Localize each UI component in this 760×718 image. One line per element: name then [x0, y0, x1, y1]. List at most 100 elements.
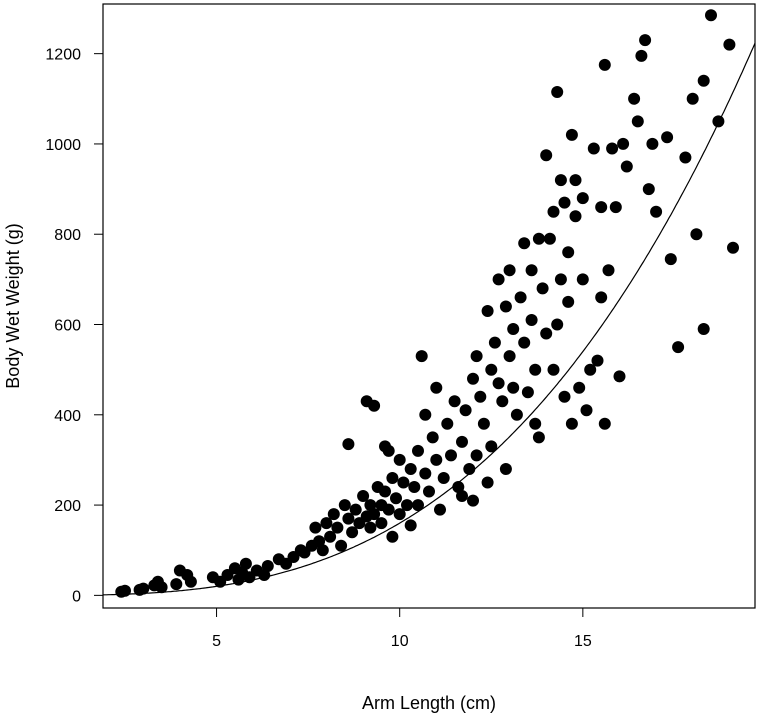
data-point-47	[368, 508, 381, 521]
data-point-155	[642, 183, 655, 196]
data-point-142	[595, 291, 608, 304]
data-point-72	[426, 431, 439, 444]
data-point-30	[316, 544, 329, 557]
data-point-17	[239, 557, 252, 570]
data-point-34	[331, 521, 344, 534]
data-point-149	[617, 137, 630, 150]
data-point-80	[452, 481, 465, 493]
data-point-56	[386, 472, 399, 484]
data-point-69	[419, 467, 432, 480]
fit-curve	[102, 42, 756, 596]
data-point-117	[540, 149, 553, 162]
y-tick-label-5: 1000	[45, 137, 81, 154]
data-point-131	[565, 417, 578, 430]
data-point-61	[397, 476, 410, 489]
y-tick-label-3: 600	[54, 318, 81, 335]
data-point-35	[335, 539, 348, 552]
data-point-119	[543, 232, 556, 245]
data-point-68	[415, 350, 428, 363]
data-point-10	[184, 575, 197, 588]
data-point-37	[342, 512, 355, 525]
data-point-162	[686, 92, 699, 105]
data-point-139	[587, 142, 600, 155]
data-point-163	[690, 228, 703, 241]
data-point-138	[584, 363, 597, 376]
data-point-127	[558, 390, 571, 403]
data-point-57	[386, 530, 399, 543]
data-point-147	[609, 201, 622, 214]
data-point-169	[727, 241, 739, 254]
data-point-161	[679, 151, 692, 164]
data-point-101	[503, 264, 516, 277]
data-point-62	[401, 499, 413, 512]
data-point-36	[338, 499, 351, 512]
data-point-104	[507, 323, 520, 335]
y-tick-label-1: 200	[54, 498, 81, 515]
x-tick-label-0: 5	[212, 633, 221, 650]
data-point-79	[448, 395, 461, 408]
data-point-40	[349, 503, 362, 516]
data-point-31	[320, 517, 333, 530]
data-point-3	[137, 582, 150, 595]
y-tick-label-0: 0	[72, 588, 81, 605]
data-point-122	[551, 86, 564, 98]
data-point-29	[313, 535, 326, 548]
data-point-124	[554, 174, 567, 187]
data-point-60	[393, 508, 406, 521]
data-point-32	[324, 530, 337, 543]
x-axis-title: Arm Length (cm)	[362, 693, 496, 713]
data-point-77	[441, 417, 454, 430]
data-point-97	[492, 273, 505, 286]
data-point-48	[368, 399, 381, 412]
data-point-166	[705, 9, 717, 22]
data-point-145	[602, 264, 615, 277]
data-point-134	[573, 381, 586, 394]
data-point-83	[459, 404, 472, 417]
data-point-113	[529, 363, 542, 376]
data-point-73	[430, 453, 443, 466]
data-point-154	[639, 34, 652, 47]
data-point-152	[631, 115, 644, 128]
data-point-153	[635, 49, 648, 62]
data-point-137	[580, 404, 593, 417]
data-point-51	[375, 517, 388, 530]
y-tick-label-2: 400	[54, 408, 81, 425]
data-point-66	[412, 444, 424, 457]
data-point-132	[569, 174, 582, 187]
data-point-75	[434, 503, 446, 516]
data-point-115	[532, 431, 545, 444]
data-point-156	[646, 137, 659, 150]
data-points	[115, 9, 739, 598]
data-point-135	[576, 192, 589, 205]
data-point-98	[496, 395, 509, 408]
data-point-63	[404, 463, 417, 475]
data-point-90	[477, 417, 490, 430]
data-point-76	[437, 472, 450, 484]
data-point-58	[390, 492, 402, 505]
data-point-164	[697, 74, 710, 87]
data-point-33	[327, 508, 340, 521]
data-point-28	[309, 521, 322, 534]
data-point-112	[529, 417, 542, 430]
data-point-123	[551, 318, 564, 331]
data-point-116	[536, 282, 549, 295]
data-point-148	[613, 370, 626, 383]
data-point-81	[456, 435, 468, 448]
data-point-118	[540, 327, 553, 340]
data-point-99	[499, 300, 512, 313]
data-point-110	[525, 264, 538, 277]
plot-frame	[102, 3, 756, 609]
data-point-65	[408, 481, 421, 493]
data-point-157	[650, 205, 663, 218]
data-point-38	[342, 438, 355, 451]
data-point-6	[155, 581, 168, 594]
data-point-87	[470, 350, 483, 363]
y-tick-label-4: 800	[54, 227, 81, 244]
data-point-146	[606, 142, 619, 155]
data-point-55	[382, 444, 395, 457]
data-point-120	[547, 363, 560, 376]
data-point-39	[346, 526, 359, 539]
data-point-167	[712, 115, 725, 128]
data-point-160	[672, 341, 685, 354]
